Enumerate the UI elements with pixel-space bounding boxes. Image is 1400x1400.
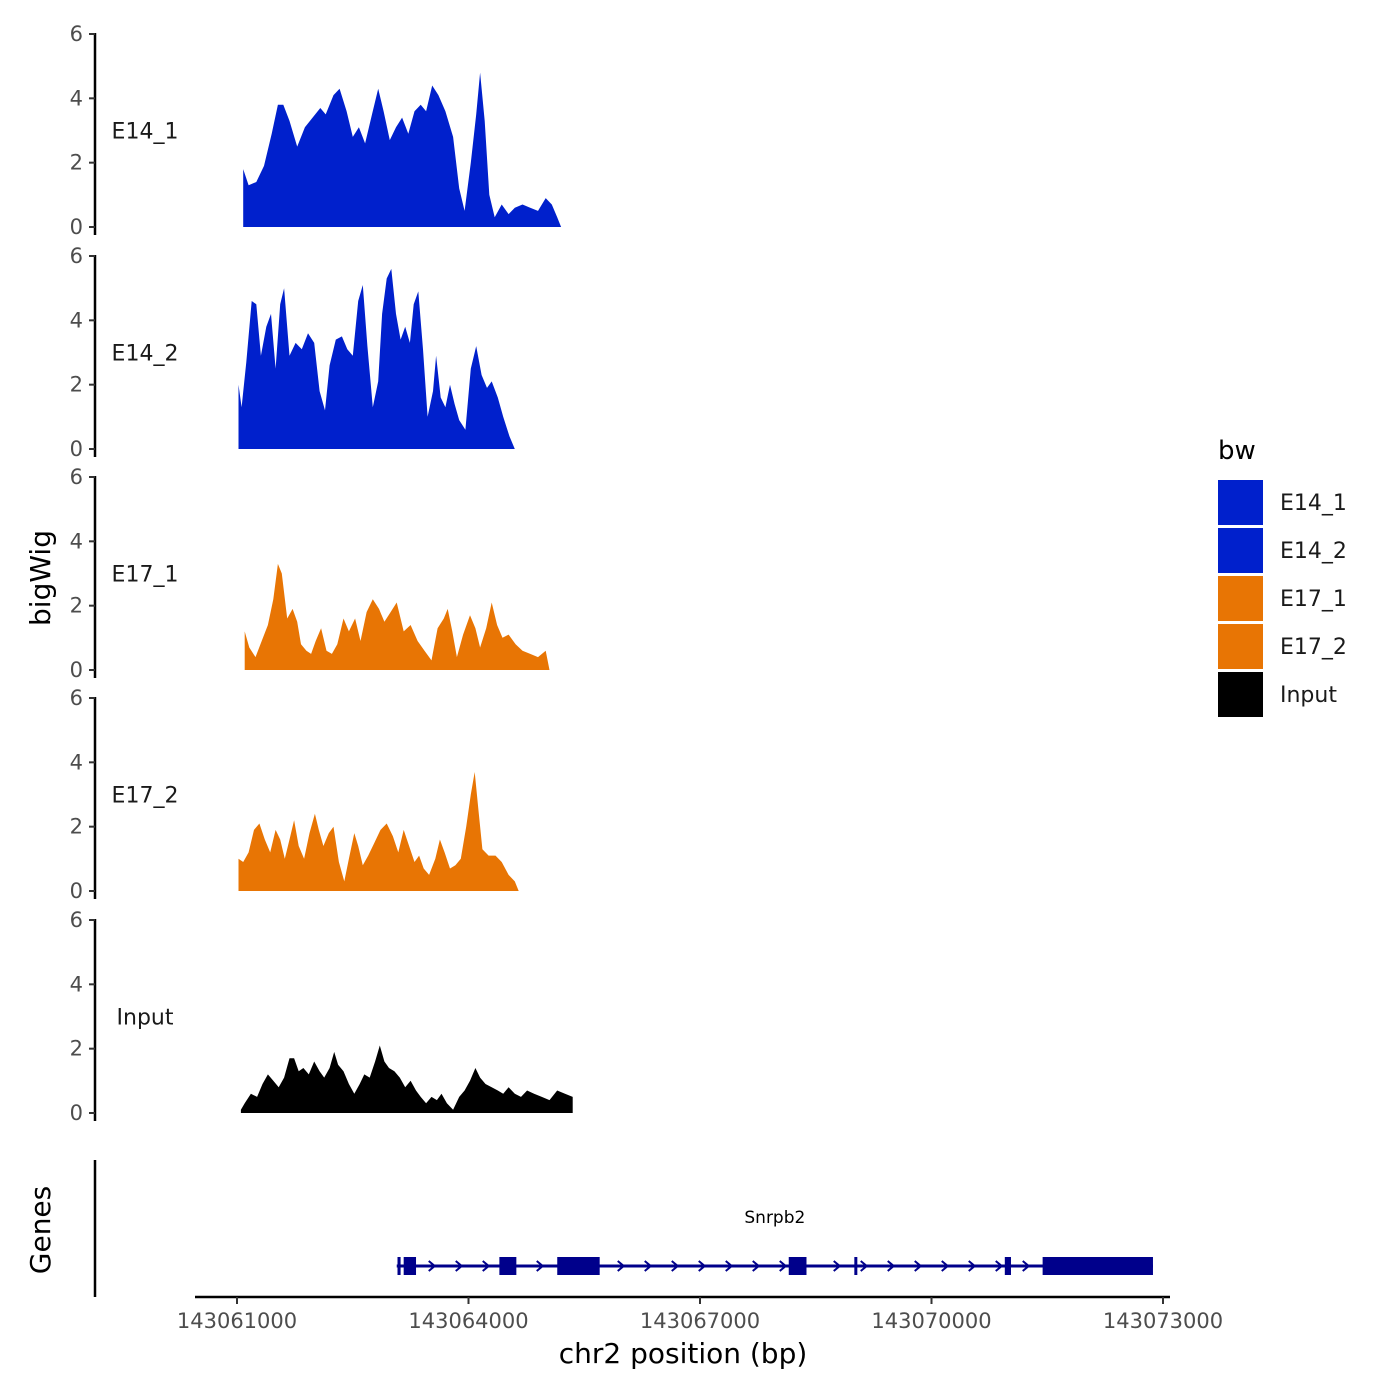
area-e14-1 [243,72,562,227]
y-tick-label: 2 [70,815,83,839]
y-tick-label: 0 [70,1101,83,1125]
strand-arrow [644,1260,653,1272]
area-e17-1 [244,563,550,670]
y-tick-label: 0 [70,215,83,239]
gene-exon [854,1257,858,1275]
strand-arrow [536,1260,545,1272]
legend-label-e17-2: E17_2 [1280,635,1347,660]
y-tick-label: 6 [70,908,83,932]
y-tick-label: 6 [70,465,83,489]
area-e17-2 [238,772,519,891]
track-label-e14-1: E14_1 [112,120,179,145]
genes-axis-title: Genes [24,1186,57,1274]
y-tick-label: 2 [70,151,83,175]
gene-exon [403,1257,417,1275]
strand-arrow [941,1260,950,1272]
strand-arrow [887,1260,896,1272]
strand-arrow [968,1260,977,1272]
panel-e14-1: 0 2 4 6 E14_1 [70,22,562,239]
y-tick-label: 6 [70,686,83,710]
y-tick-label: 2 [70,373,83,397]
x-tick-label: 143070000 [871,1309,991,1333]
strand-arrow [1022,1260,1031,1272]
gene-exon [499,1257,517,1275]
legend-title: bw [1218,436,1256,466]
gene-exon [397,1257,401,1275]
y-tick-label: 2 [70,1037,83,1061]
x-axis: 143061000 143064000 143067000 143070000 1430… [177,1295,1223,1333]
strand-arrow [752,1260,761,1272]
track-label-e14-2: E14_2 [112,342,179,367]
x-tick-label: 143067000 [640,1309,760,1333]
legend-label-input: Input [1280,683,1337,708]
y-tick-label: 2 [70,594,83,618]
track-label-e17-1: E17_1 [112,563,179,588]
y-tick-label: 6 [70,22,83,46]
legend: bw E14_1 E14_2 E17_1 E17_2 Input [1218,436,1347,717]
track-label-e17-2: E17_2 [112,784,179,809]
gene-track-panel: Snrpb2 [93,1160,1153,1297]
strand-arrow [833,1260,842,1272]
x-axis-title: chr2 position (bp) [559,1337,808,1370]
y-tick-label: 4 [70,308,83,332]
coverage-panels: 0 2 4 6 E14_1 0 2 4 6 E14_2 0 2 4 6 E17_1 0 2 4 6 E17_2 0 2 4 6… [70,22,573,1125]
legend-key-e17-1 [1218,576,1263,621]
area-input [240,1045,573,1113]
strand-arrow [860,1260,869,1272]
legend-label-e14-1: E14_1 [1280,491,1347,516]
legend-label-e17-1: E17_1 [1280,587,1347,612]
strand-arrow [455,1260,464,1272]
gene-exon [1042,1257,1153,1275]
gene-exon [1004,1257,1011,1275]
y-axis-title: bigWig [24,530,57,626]
panel-input: 0 2 4 6 Input [70,908,573,1125]
legend-key-input [1218,672,1263,717]
x-tick-label: 143061000 [177,1309,297,1333]
strand-arrow [482,1260,491,1272]
strand-arrow [725,1260,734,1272]
strand-arrow [995,1260,1004,1272]
y-tick-label: 0 [70,879,83,903]
strand-arrow [671,1260,680,1272]
panel-e17-2: 0 2 4 6 E17_2 [70,686,519,903]
y-tick-label: 4 [70,86,83,110]
x-tick-label: 143073000 [1103,1309,1223,1333]
gene-exon [788,1257,807,1275]
strand-arrow [698,1260,707,1272]
strand-arrow [779,1260,788,1272]
y-tick-label: 4 [70,750,83,774]
gene-exon [557,1257,600,1275]
y-tick-label: 4 [70,529,83,553]
y-tick-label: 6 [70,244,83,268]
strand-arrow [617,1260,626,1272]
panel-e14-2: 0 2 4 6 E14_2 [70,244,515,461]
y-tick-label: 4 [70,972,83,996]
strand-arrow [428,1260,437,1272]
track-label-input: Input [117,1006,174,1031]
gene-name-label: Snrpb2 [744,1208,805,1228]
y-tick-label: 0 [70,437,83,461]
legend-label-e14-2: E14_2 [1280,539,1347,564]
legend-key-e14-1 [1218,480,1263,525]
panel-e17-1: 0 2 4 6 E17_1 [70,465,550,682]
area-e14-2 [238,268,515,449]
legend-key-e14-2 [1218,528,1263,573]
strand-arrow [914,1260,923,1272]
x-tick-label: 143064000 [408,1309,528,1333]
legend-key-e17-2 [1218,624,1263,669]
y-tick-label: 0 [70,658,83,682]
